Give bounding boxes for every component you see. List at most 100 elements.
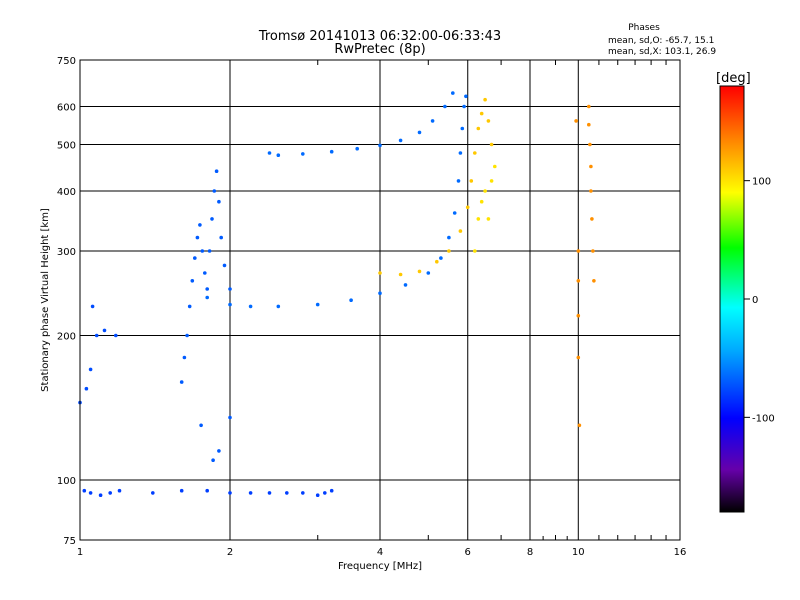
- data-point: [483, 189, 487, 193]
- data-point: [199, 423, 203, 428]
- data-point: [588, 142, 592, 147]
- y-tick-label: 500: [57, 141, 76, 152]
- colorbar-tick-label: -100: [752, 413, 775, 424]
- colorbar-tick-label: 0: [752, 295, 758, 306]
- data-point: [576, 279, 581, 283]
- data-point: [88, 367, 93, 372]
- chart-subtitle: RwPretec (8p): [334, 42, 425, 57]
- data-point: [212, 189, 217, 193]
- data-point: [187, 304, 192, 309]
- data-point: [462, 104, 466, 109]
- data-point: [592, 279, 596, 283]
- data-point: [185, 333, 189, 338]
- data-point: [426, 271, 431, 275]
- data-point: [378, 291, 382, 296]
- data-point: [378, 271, 382, 275]
- data-point: [222, 263, 227, 268]
- data-point: [323, 491, 327, 495]
- data-point: [108, 491, 112, 495]
- y-axis-label: Stationary phase Virtual Height [km]: [40, 208, 51, 392]
- colorbar-tick-label: 100: [752, 177, 771, 188]
- data-point: [182, 355, 187, 360]
- data-point: [576, 313, 581, 318]
- data-point: [577, 423, 582, 428]
- x-tick-label: 6: [465, 547, 471, 558]
- data-point: [315, 302, 320, 307]
- data-point: [88, 491, 93, 495]
- data-point: [285, 491, 289, 495]
- y-tick-label: 100: [57, 476, 76, 487]
- legend-line-o-mode: mean, sd,O: -65.7, 15.1: [608, 36, 714, 46]
- x-tick-label: 4: [377, 547, 383, 558]
- data-point: [587, 122, 591, 127]
- chart-title: Tromsø 20141013 06:32:00-06:33:43: [258, 29, 501, 44]
- data-point: [315, 493, 320, 498]
- data-point: [217, 199, 221, 204]
- data-point: [465, 205, 470, 210]
- data-point: [205, 488, 209, 493]
- colorbar-ticks: 100 0 -100: [744, 177, 775, 424]
- data-point: [398, 272, 403, 277]
- data-point: [483, 97, 487, 102]
- data-point: [228, 287, 232, 291]
- data-point: [217, 449, 221, 453]
- data-point: [473, 249, 477, 253]
- data-point: [200, 249, 205, 253]
- data-point: [98, 493, 103, 498]
- data-point: [489, 179, 494, 183]
- data-point: [84, 386, 89, 391]
- data-point: [435, 259, 439, 264]
- data-point: [82, 488, 87, 493]
- x-tick-label: 2: [227, 547, 233, 558]
- data-points: [78, 91, 596, 498]
- colorbar: [719, 85, 745, 513]
- data-point: [355, 146, 360, 151]
- data-point: [94, 333, 99, 338]
- plot-frame: [79, 59, 681, 541]
- data-point: [228, 415, 232, 420]
- data-point: [276, 304, 281, 309]
- data-point: [479, 111, 484, 116]
- data-point: [403, 283, 408, 287]
- data-point: [476, 126, 481, 131]
- data-point: [276, 153, 281, 157]
- data-point: [587, 104, 591, 109]
- y-tick-label: 75: [63, 536, 76, 547]
- data-point: [486, 217, 491, 221]
- data-point: [151, 491, 155, 495]
- x-tick-label: 1: [77, 547, 83, 558]
- colorbar-label: [deg]: [716, 71, 751, 86]
- data-point: [248, 304, 253, 309]
- data-point: [114, 333, 118, 338]
- data-point: [443, 104, 447, 109]
- data-point: [486, 119, 491, 123]
- data-point: [489, 142, 494, 147]
- data-point: [460, 126, 465, 131]
- x-tick-label: 8: [527, 547, 533, 558]
- data-point: [589, 189, 593, 193]
- data-point: [228, 302, 232, 307]
- data-point: [398, 138, 403, 143]
- data-point: [576, 355, 581, 360]
- data-point: [102, 328, 107, 333]
- data-point: [452, 211, 457, 215]
- data-point: [473, 151, 477, 155]
- data-point: [198, 223, 202, 227]
- grid-lines: [80, 60, 680, 540]
- data-point: [179, 380, 184, 384]
- y-tick-label: 400: [57, 187, 76, 198]
- data-point: [193, 256, 197, 260]
- data-point: [574, 119, 578, 123]
- data-point: [458, 229, 463, 233]
- data-point: [589, 164, 593, 169]
- data-point: [301, 152, 305, 156]
- data-point: [447, 235, 451, 240]
- data-point: [417, 269, 422, 274]
- data-point: [493, 164, 497, 169]
- y-tick-label: 300: [57, 247, 76, 258]
- data-point: [430, 119, 435, 123]
- x-axis-label: Frequency [MHz]: [338, 561, 422, 572]
- data-point: [447, 249, 451, 253]
- data-point: [195, 235, 200, 240]
- data-point: [349, 298, 353, 303]
